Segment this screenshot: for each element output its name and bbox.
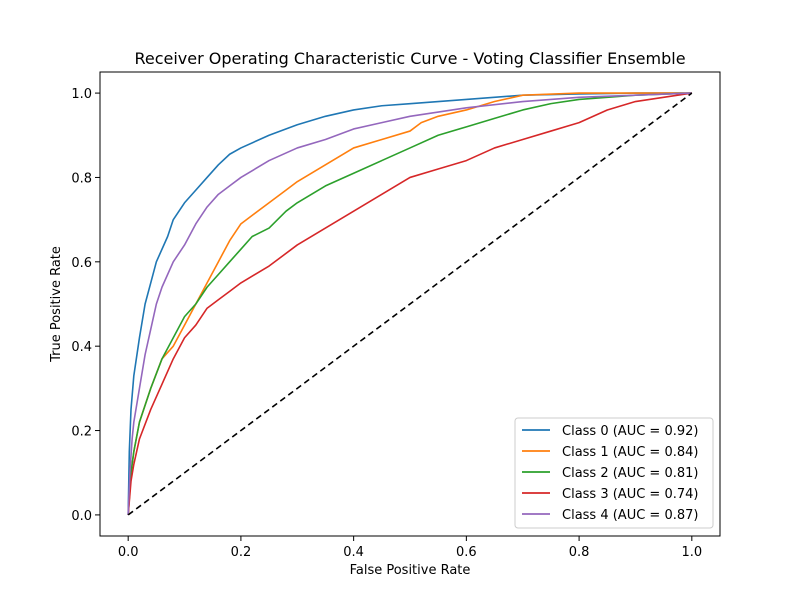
x-tick-label: 1.0: [681, 545, 702, 560]
roc-curve-class-3: [127, 92, 692, 515]
legend-label-class-2: Class 2 (AUC = 0.81): [562, 466, 698, 481]
x-tick-label: 0.8: [569, 545, 590, 560]
roc-curve-class-2: [127, 92, 692, 515]
legend-label-class-1: Class 1 (AUC = 0.84): [562, 445, 698, 460]
plot-area: 0.0 0.2 0.4 0.6 0.8 1.0 0.0 0.2 0.4 0.6 0.8 1.0: [71, 71, 721, 560]
series-group: [127, 92, 693, 516]
x-tick-label: 0.4: [343, 545, 364, 560]
legend-label-class-3: Class 3 (AUC = 0.74): [562, 487, 698, 502]
y-tick-label: 0.2: [71, 425, 92, 440]
x-axis-title: False Positive Rate: [350, 563, 471, 578]
y-tick-label: 0.6: [71, 256, 92, 271]
legend: Class 0 (AUC = 0.92) Class 1 (AUC = 0.84)…: [514, 417, 714, 529]
legend-label-class-0: Class 0 (AUC = 0.92): [562, 424, 698, 439]
y-tick-label: 0.8: [71, 171, 92, 186]
y-axis-title: True Positive Rate: [49, 246, 64, 363]
x-tick-label: 0.0: [118, 545, 139, 560]
plot-frame: [99, 71, 721, 537]
chart-title: Receiver Operating Characteristic Curve …: [134, 49, 685, 68]
x-tick-label: 0.2: [231, 545, 252, 560]
y-tick-label: 1.0: [71, 87, 92, 102]
legend-box: [514, 417, 714, 529]
y-tick-label: 0.0: [71, 509, 92, 524]
roc-curve-class-0: [127, 92, 692, 515]
chance-line: [127, 92, 693, 516]
roc-curve-class-4: [127, 92, 692, 515]
x-axis-ticks: 0.0 0.2 0.4 0.6 0.8 1.0: [118, 536, 702, 560]
y-axis-ticks: 0.0 0.2 0.4 0.6 0.8 1.0: [71, 87, 100, 524]
y-tick-label: 0.4: [71, 340, 92, 355]
legend-label-class-4: Class 4 (AUC = 0.87): [562, 508, 698, 523]
x-tick-label: 0.6: [456, 545, 477, 560]
